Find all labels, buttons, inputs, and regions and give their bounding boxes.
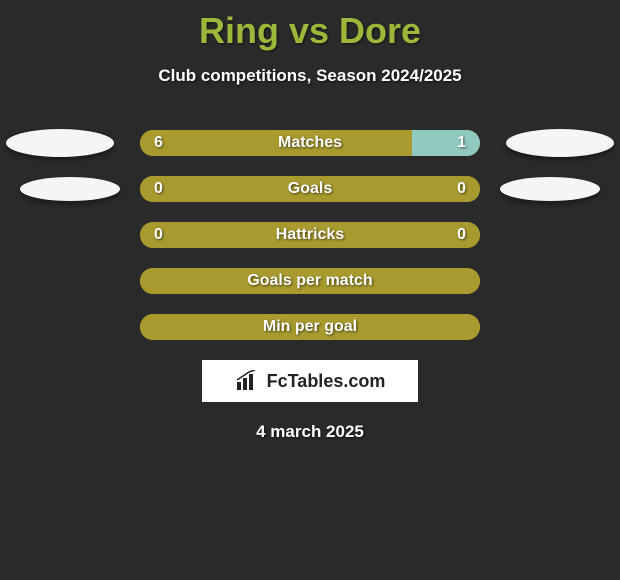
stat-label: Min per goal — [140, 318, 480, 336]
stat-bar: Min per goal — [140, 314, 480, 340]
logo-box: FcTables.com — [202, 360, 418, 402]
player-right-marker — [500, 177, 600, 201]
stat-right-value: 0 — [457, 226, 466, 244]
player-left-marker — [6, 129, 114, 157]
stat-row-hattricks: 0 Hattricks 0 — [0, 212, 620, 258]
stats-container: 6 Matches 1 0 Goals 0 0 Hattricks 0 Go — [0, 120, 620, 350]
stat-row-gpm: Goals per match — [0, 258, 620, 304]
logo-text: FcTables.com — [267, 371, 386, 392]
stat-label: Goals per match — [140, 272, 480, 290]
stat-bar: Goals per match — [140, 268, 480, 294]
stat-bar: 0 Goals 0 — [140, 176, 480, 202]
stat-row-matches: 6 Matches 1 — [0, 120, 620, 166]
stat-row-goals: 0 Goals 0 — [0, 166, 620, 212]
stat-bar: 0 Hattricks 0 — [140, 222, 480, 248]
stat-row-mpg: Min per goal — [0, 304, 620, 350]
stat-label: Hattricks — [140, 226, 480, 244]
stat-label: Matches — [140, 134, 480, 152]
player-right-marker — [506, 129, 614, 157]
stat-right-value: 1 — [457, 134, 466, 152]
bar-chart-icon — [235, 370, 261, 392]
player-left-marker — [20, 177, 120, 201]
date-label: 4 march 2025 — [0, 422, 620, 442]
stat-right-value: 0 — [457, 180, 466, 198]
page-title: Ring vs Dore — [0, 0, 620, 52]
stat-label: Goals — [140, 180, 480, 198]
stat-bar: 6 Matches 1 — [140, 130, 480, 156]
subtitle: Club competitions, Season 2024/2025 — [0, 66, 620, 86]
